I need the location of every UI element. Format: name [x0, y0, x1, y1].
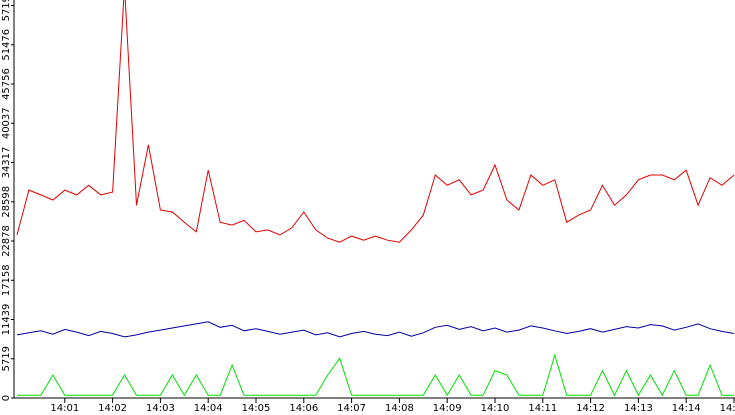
- y-tick-label: 57196: [1, 0, 12, 21]
- y-tick-label: 0: [1, 395, 12, 401]
- y-tick-label: 40037: [1, 107, 12, 139]
- x-tick-label: 14:02: [98, 403, 127, 414]
- y-tick-label: 22878: [1, 225, 12, 257]
- y-tick-label: 34317: [1, 147, 12, 179]
- plot-area: [16, 0, 735, 397]
- x-tick-label: 14:01: [50, 403, 79, 414]
- x-tick-label: 14:13: [624, 403, 653, 414]
- x-tick-label: 14:08: [385, 403, 414, 414]
- x-tick-label: 14:15: [720, 403, 735, 414]
- x-tick-label: 14:05: [242, 403, 271, 414]
- series-line: [16, 321, 735, 338]
- y-tick-label: 11439: [1, 304, 12, 336]
- x-tick-label: 14:09: [433, 403, 462, 414]
- series-line: [17, 353, 734, 397]
- y-tick-label: 51476: [1, 29, 12, 61]
- x-tick-label: 14:12: [576, 403, 605, 414]
- x-tick-label: 14:06: [289, 403, 318, 414]
- y-tick-label: 5719: [1, 346, 12, 371]
- y-tick-label: 28598: [1, 186, 12, 218]
- y-tick-label: 17158: [1, 264, 12, 296]
- x-tick-label: 14:03: [146, 403, 175, 414]
- series-line: [16, 0, 735, 243]
- x-tick-label: 14:11: [528, 403, 557, 414]
- x-tick-label: 14:04: [194, 403, 223, 414]
- y-tick-label: 45756: [1, 68, 12, 100]
- x-tick-label: 14:14: [672, 403, 701, 414]
- x-tick-label: 14:07: [337, 403, 366, 414]
- x-tick-label: 14:10: [481, 403, 510, 414]
